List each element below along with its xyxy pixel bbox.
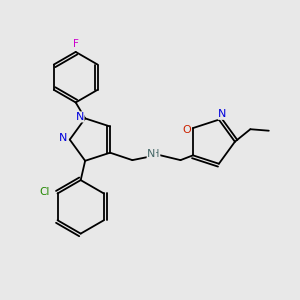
Text: N: N: [76, 112, 84, 122]
Text: N: N: [147, 149, 156, 159]
Text: O: O: [182, 124, 191, 135]
Text: F: F: [73, 39, 79, 49]
Text: H: H: [152, 149, 160, 159]
Text: N: N: [218, 109, 226, 119]
Text: N: N: [59, 133, 68, 143]
Text: Cl: Cl: [40, 187, 50, 197]
